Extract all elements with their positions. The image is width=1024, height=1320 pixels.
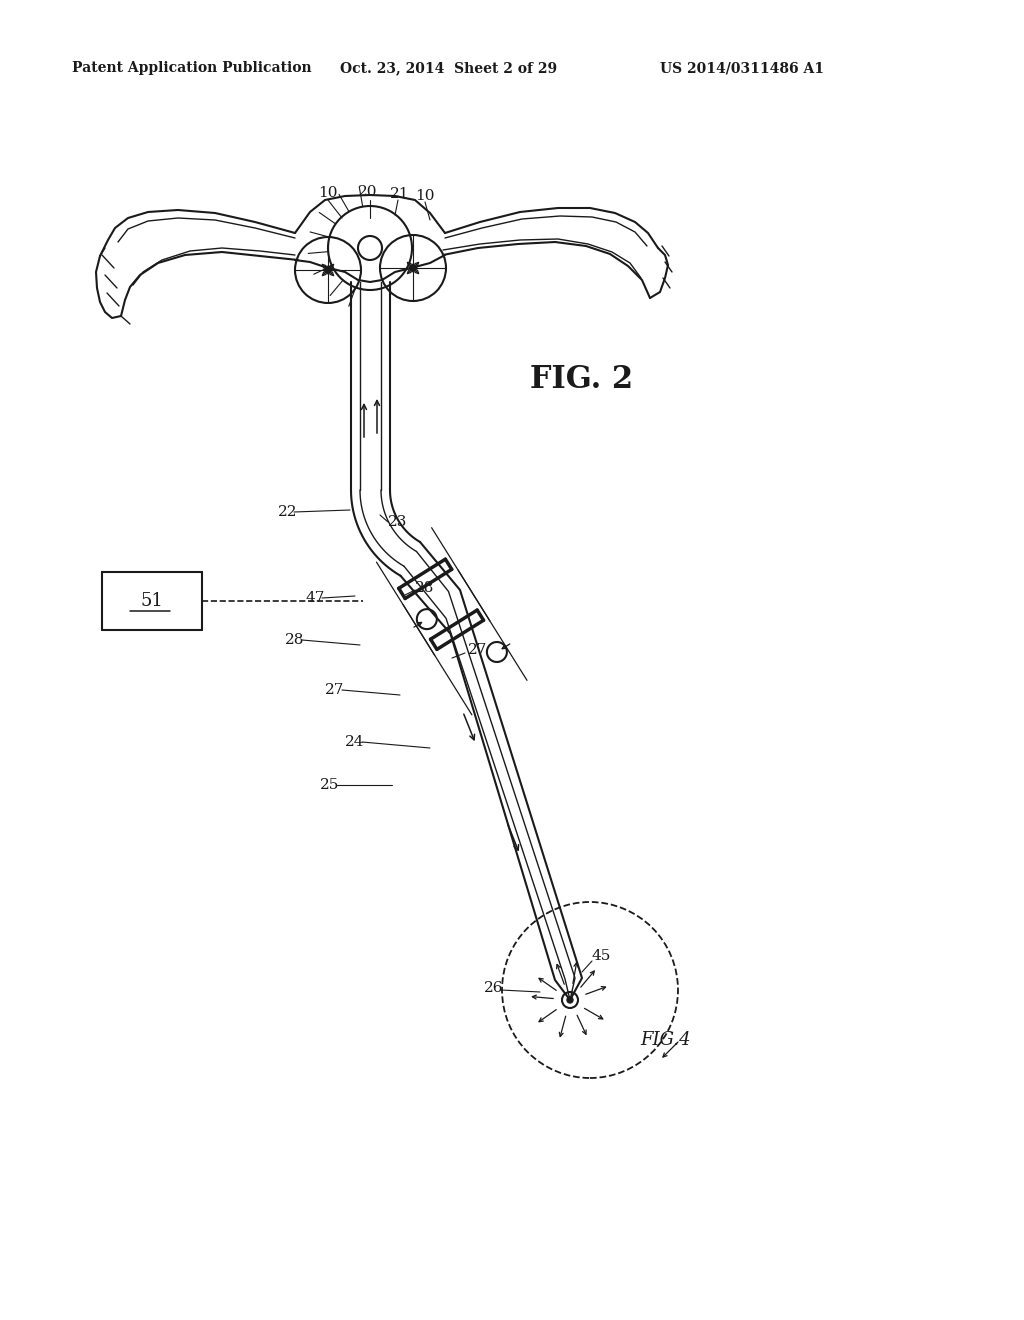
- Text: FIG.4: FIG.4: [640, 1031, 690, 1049]
- Text: 45: 45: [592, 949, 611, 964]
- Text: 24: 24: [345, 735, 365, 748]
- Text: 26: 26: [484, 981, 504, 995]
- Circle shape: [409, 264, 417, 272]
- Text: Oct. 23, 2014  Sheet 2 of 29: Oct. 23, 2014 Sheet 2 of 29: [340, 61, 557, 75]
- Text: 27: 27: [325, 682, 344, 697]
- Text: 20: 20: [358, 185, 378, 199]
- Circle shape: [324, 267, 332, 275]
- Text: 28: 28: [415, 581, 434, 595]
- Text: 23: 23: [388, 515, 408, 529]
- Text: 22: 22: [278, 506, 298, 519]
- Text: 10: 10: [415, 189, 434, 203]
- Text: 25: 25: [319, 777, 339, 792]
- Circle shape: [567, 997, 573, 1003]
- Text: 21: 21: [390, 187, 410, 201]
- Text: 47: 47: [305, 591, 325, 605]
- Text: Patent Application Publication: Patent Application Publication: [72, 61, 311, 75]
- Text: 10: 10: [318, 186, 338, 201]
- Text: 28: 28: [285, 634, 304, 647]
- Text: FIG. 2: FIG. 2: [530, 364, 633, 396]
- Text: 27: 27: [468, 643, 487, 657]
- Text: US 2014/0311486 A1: US 2014/0311486 A1: [660, 61, 824, 75]
- Text: 51: 51: [140, 591, 164, 610]
